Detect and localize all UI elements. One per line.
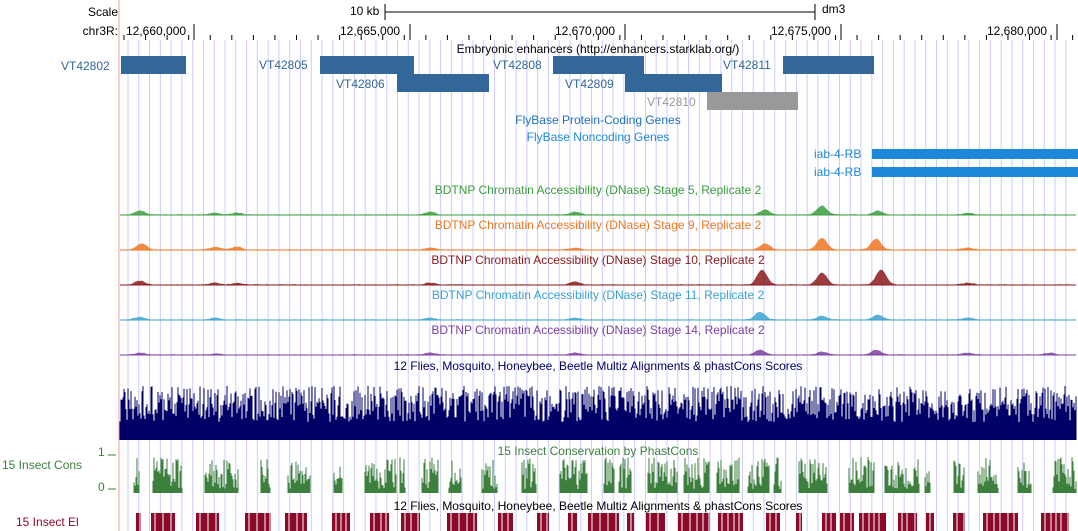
scale-label: Scale xyxy=(87,5,118,19)
dnase-stage11-signal[interactable] xyxy=(0,303,1078,321)
conserved-element xyxy=(1041,513,1069,531)
conserved-element xyxy=(498,513,513,531)
dnase-stage10-signal[interactable] xyxy=(0,266,1078,286)
cons-axis-max: 1 xyxy=(98,445,105,459)
noncoding-track-title[interactable]: FlyBase Noncoding Genes xyxy=(526,130,670,144)
dnase-stage9-signal[interactable] xyxy=(0,233,1078,251)
el-side-label[interactable]: 15 Insect El xyxy=(16,515,79,529)
multiz-track-title[interactable]: 12 Flies, Mosquito, Honeybee, Beetle Mul… xyxy=(393,359,803,373)
conserved-element xyxy=(718,513,743,531)
position-tick-2: 12,670,000 xyxy=(555,24,616,38)
enhancer-track-title[interactable]: Embryonic enhancers (http://enhancers.st… xyxy=(456,42,740,56)
conserved-element xyxy=(136,513,141,531)
conserved-element xyxy=(588,513,619,531)
multiz-conservation-signal[interactable] xyxy=(0,378,1078,442)
el-track-title[interactable]: 12 Flies, Mosquito, Honeybee, Beetle Mul… xyxy=(393,499,803,513)
enhancer-feature-vt42809[interactable] xyxy=(625,74,722,92)
conserved-element xyxy=(285,513,307,531)
multiz-bars xyxy=(119,386,1077,440)
cons-track-title[interactable]: 15 Insect Conservation by PhastCons xyxy=(497,444,699,458)
scale-bar xyxy=(384,4,816,20)
cons-bars xyxy=(133,457,1077,493)
enhancer-label-vt42802[interactable]: VT42802 xyxy=(61,59,110,73)
gene-feature-iab-4-rb-1[interactable] xyxy=(872,149,1078,159)
position-tick-0: 12,660,000 xyxy=(126,24,187,38)
enhancer-label-vt42806[interactable]: VT42806 xyxy=(336,77,385,91)
scale-bar-label: 10 kb xyxy=(350,4,380,18)
dnase-signal-area xyxy=(120,311,1076,320)
conserved-element xyxy=(678,513,710,531)
position-tick-4: 12,680,000 xyxy=(987,24,1048,38)
enhancer-feature-vt42808[interactable] xyxy=(553,56,644,74)
cons-phastcons-signal[interactable] xyxy=(0,456,1078,494)
conserved-element xyxy=(796,513,802,531)
gene-feature-iab-4-rb-2[interactable] xyxy=(872,167,1078,177)
position-ruler xyxy=(123,24,1074,40)
position-tick-3: 12,675,000 xyxy=(771,24,832,38)
enhancer-feature-vt42806[interactable] xyxy=(397,74,489,92)
position-tick-1: 12,665,000 xyxy=(340,24,401,38)
enhancer-label-vt42808[interactable]: VT42808 xyxy=(493,58,542,72)
conserved-element xyxy=(447,513,477,531)
dnase-signal-area xyxy=(120,349,1076,355)
conserved-element xyxy=(840,513,854,531)
dnase-signal-area xyxy=(120,269,1076,285)
conserved-element xyxy=(537,513,549,531)
dnase-stage14-signal[interactable] xyxy=(0,338,1078,356)
cons-axis-ticks xyxy=(108,454,116,490)
dnase-signal-area xyxy=(120,237,1076,250)
conserved-element xyxy=(370,513,389,531)
conserved-element xyxy=(766,513,780,531)
conserved-element xyxy=(646,513,665,531)
conserved-elements-track[interactable] xyxy=(0,513,1078,531)
enhancer-feature-vt42810[interactable] xyxy=(707,92,798,110)
dnase-stage11-title[interactable]: BDTNP Chromatin Accessibility (DNase) St… xyxy=(431,288,765,302)
cons-axis-min: 0 xyxy=(98,480,105,494)
dnase-stage10-title[interactable]: BDTNP Chromatin Accessibility (DNase) St… xyxy=(431,253,765,267)
dnase-stage5-title[interactable]: BDTNP Chromatin Accessibility (DNase) St… xyxy=(434,183,762,197)
dnase-stage5-signal[interactable] xyxy=(0,198,1078,216)
dnase-stage9-title[interactable]: BDTNP Chromatin Accessibility (DNase) St… xyxy=(434,218,762,232)
enhancer-label-vt42809[interactable]: VT42809 xyxy=(565,77,614,91)
enhancer-label-vt42810[interactable]: VT42810 xyxy=(647,95,696,109)
gene-label-iab-4-rb-2[interactable]: iab-4-RB xyxy=(814,165,862,179)
chrom-label: chr3R: xyxy=(82,24,118,38)
protein-coding-track-title[interactable]: FlyBase Protein-Coding Genes xyxy=(515,113,681,127)
enhancer-label-vt42805[interactable]: VT42805 xyxy=(259,58,308,72)
enhancer-feature-vt42811[interactable] xyxy=(783,56,874,74)
conserved-element xyxy=(953,513,965,531)
enhancer-label-vt42811[interactable]: VT42811 xyxy=(723,58,771,72)
assembly-label: dm3 xyxy=(822,2,846,16)
conserved-element xyxy=(822,513,836,531)
enhancer-feature-vt42802[interactable] xyxy=(121,56,186,74)
dnase-signal-area xyxy=(120,205,1076,215)
enhancer-feature-vt42805[interactable] xyxy=(320,56,414,74)
dnase-stage14-title[interactable]: BDTNP Chromatin Accessibility (DNase) St… xyxy=(431,323,765,337)
gene-label-iab-4-rb-1[interactable]: iab-4-RB xyxy=(814,147,862,161)
cons-side-label[interactable]: 15 Insect Cons xyxy=(2,458,83,472)
